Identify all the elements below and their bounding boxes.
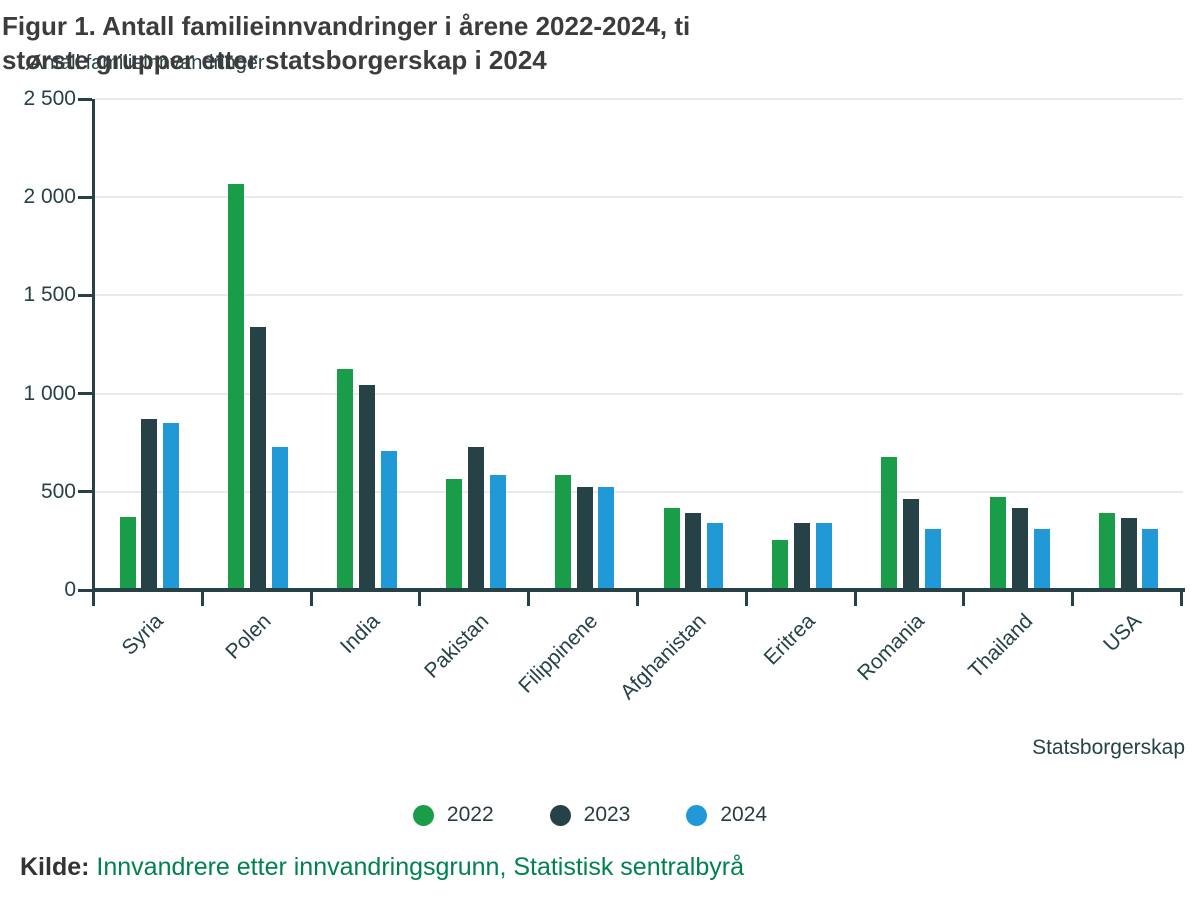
bar-romania-2022[interactable] [881, 457, 898, 590]
y-axis-line [92, 99, 95, 593]
x-label-text-usa: USA [1099, 609, 1147, 657]
x-tick-0 [92, 592, 95, 606]
y-tick-500 [78, 490, 92, 494]
legend-swatch-2023 [549, 804, 571, 826]
y-tick-label-2000: 2 000 [23, 185, 76, 209]
bar-thailand-2024[interactable] [1033, 529, 1050, 590]
bar-syria-2023[interactable] [141, 419, 158, 590]
bar-india-2024[interactable] [380, 450, 397, 590]
y-tick-1500 [78, 293, 92, 297]
gridline-2500 [95, 98, 1183, 100]
bar-afghanistan-2023[interactable] [685, 513, 702, 590]
x-axis-line [92, 588, 1185, 592]
chart-title: Figur 1. Antall familieinnvandringer i å… [2, 9, 690, 77]
chart-title-line2: største grupper etter statsborgerskap i … [2, 45, 547, 75]
bar-usa-2022[interactable] [1098, 513, 1115, 590]
x-tick-10 [1180, 592, 1183, 606]
bar-india-2023[interactable] [359, 384, 375, 590]
x-tick-1 [200, 592, 204, 606]
legend-label-2022: 2022 [446, 803, 494, 826]
y-tick-2500 [78, 97, 92, 101]
bar-eritrea-2023[interactable] [794, 523, 811, 590]
x-axis-title: Statsborgerskap [1032, 736, 1185, 759]
bar-eritrea-2024[interactable] [815, 523, 832, 590]
y-tick-2000 [78, 195, 92, 199]
bar-thailand-2022[interactable] [990, 496, 1007, 590]
x-tick-8 [962, 592, 966, 606]
bar-polen-2022[interactable] [228, 184, 245, 590]
source-link[interactable]: Innvandrere etter innvandringsgrunn, Sta… [96, 853, 744, 881]
bar-afghanistan-2022[interactable] [663, 507, 680, 590]
x-label-text-pakistan: Pakistan [420, 609, 494, 683]
gridline-500 [95, 490, 1183, 493]
y-tick-label-1500: 1 500 [23, 283, 76, 307]
bar-india-2022[interactable] [337, 369, 354, 590]
x-tick-6 [744, 592, 748, 606]
legend-item-2022[interactable]: 2022 [412, 803, 494, 827]
legend: 2022 2023 2024 [0, 803, 1180, 827]
legend-label-2023: 2023 [583, 803, 631, 826]
y-tick-label-1000: 1 000 [23, 381, 76, 405]
y-tick-label-2500: 2 500 [23, 87, 76, 110]
x-tick-9 [1071, 592, 1075, 606]
source-label: Kilde: [20, 853, 90, 881]
gridline-1000 [95, 392, 1183, 395]
bar-usa-2023[interactable] [1120, 518, 1137, 590]
source-line: Kilde: Innvandrere etter innvandringsgru… [20, 853, 744, 882]
x-label-text-thailand: Thailand [964, 609, 1038, 683]
bar-afghanistan-2024[interactable] [707, 523, 724, 590]
bar-pakistan-2023[interactable] [467, 446, 484, 590]
legend-item-2024[interactable]: 2024 [686, 803, 767, 827]
bar-polen-2024[interactable] [271, 446, 288, 590]
bar-thailand-2023[interactable] [1011, 508, 1028, 590]
bar-pakistan-2024[interactable] [489, 475, 506, 590]
legend-label-2024: 2024 [720, 803, 768, 826]
x-tick-3 [418, 592, 422, 606]
x-tick-4 [527, 592, 531, 606]
x-tick-2 [309, 592, 313, 606]
bar-romania-2023[interactable] [903, 498, 919, 590]
gridline-2000 [95, 196, 1183, 199]
x-label-text-polen: Polen [221, 609, 276, 664]
legend-item-2023[interactable]: 2023 [549, 803, 631, 827]
gridline-1500 [95, 294, 1183, 297]
bar-filippinene-2023[interactable] [576, 486, 593, 590]
x-label-text-syria: Syria [117, 609, 168, 660]
bar-syria-2024[interactable] [163, 423, 180, 590]
x-label-text-afghanistan: Afghanistan [616, 609, 712, 705]
x-label-text-romania: Romania [853, 609, 929, 686]
bar-pakistan-2022[interactable] [446, 479, 463, 590]
y-axis-title: Antall familieinnvandringer [30, 52, 265, 74]
x-tick-7 [853, 592, 857, 606]
x-label-text-filippinene: Filippinene [514, 609, 603, 698]
y-tick-1000 [78, 392, 92, 396]
bar-romania-2024[interactable] [924, 529, 941, 590]
bar-syria-2022[interactable] [119, 517, 136, 590]
bar-filippinene-2022[interactable] [554, 475, 571, 590]
legend-swatch-2024 [686, 804, 708, 826]
x-tick-5 [636, 592, 639, 606]
y-tick-0 [78, 588, 92, 592]
y-tick-label-500: 500 [40, 479, 76, 503]
bar-eritrea-2022[interactable] [772, 539, 789, 590]
bar-filippinene-2024[interactable] [598, 486, 615, 590]
bar-usa-2024[interactable] [1142, 529, 1159, 590]
bar-polen-2023[interactable] [250, 326, 267, 590]
y-tick-label-0: 0 [64, 578, 76, 601]
x-label-text-india: India [336, 609, 385, 658]
x-label-text-eritrea: Eritrea [759, 609, 820, 670]
chart-title-line1: Figur 1. Antall familieinnvandringer i å… [2, 11, 691, 41]
legend-swatch-2022 [412, 804, 434, 826]
